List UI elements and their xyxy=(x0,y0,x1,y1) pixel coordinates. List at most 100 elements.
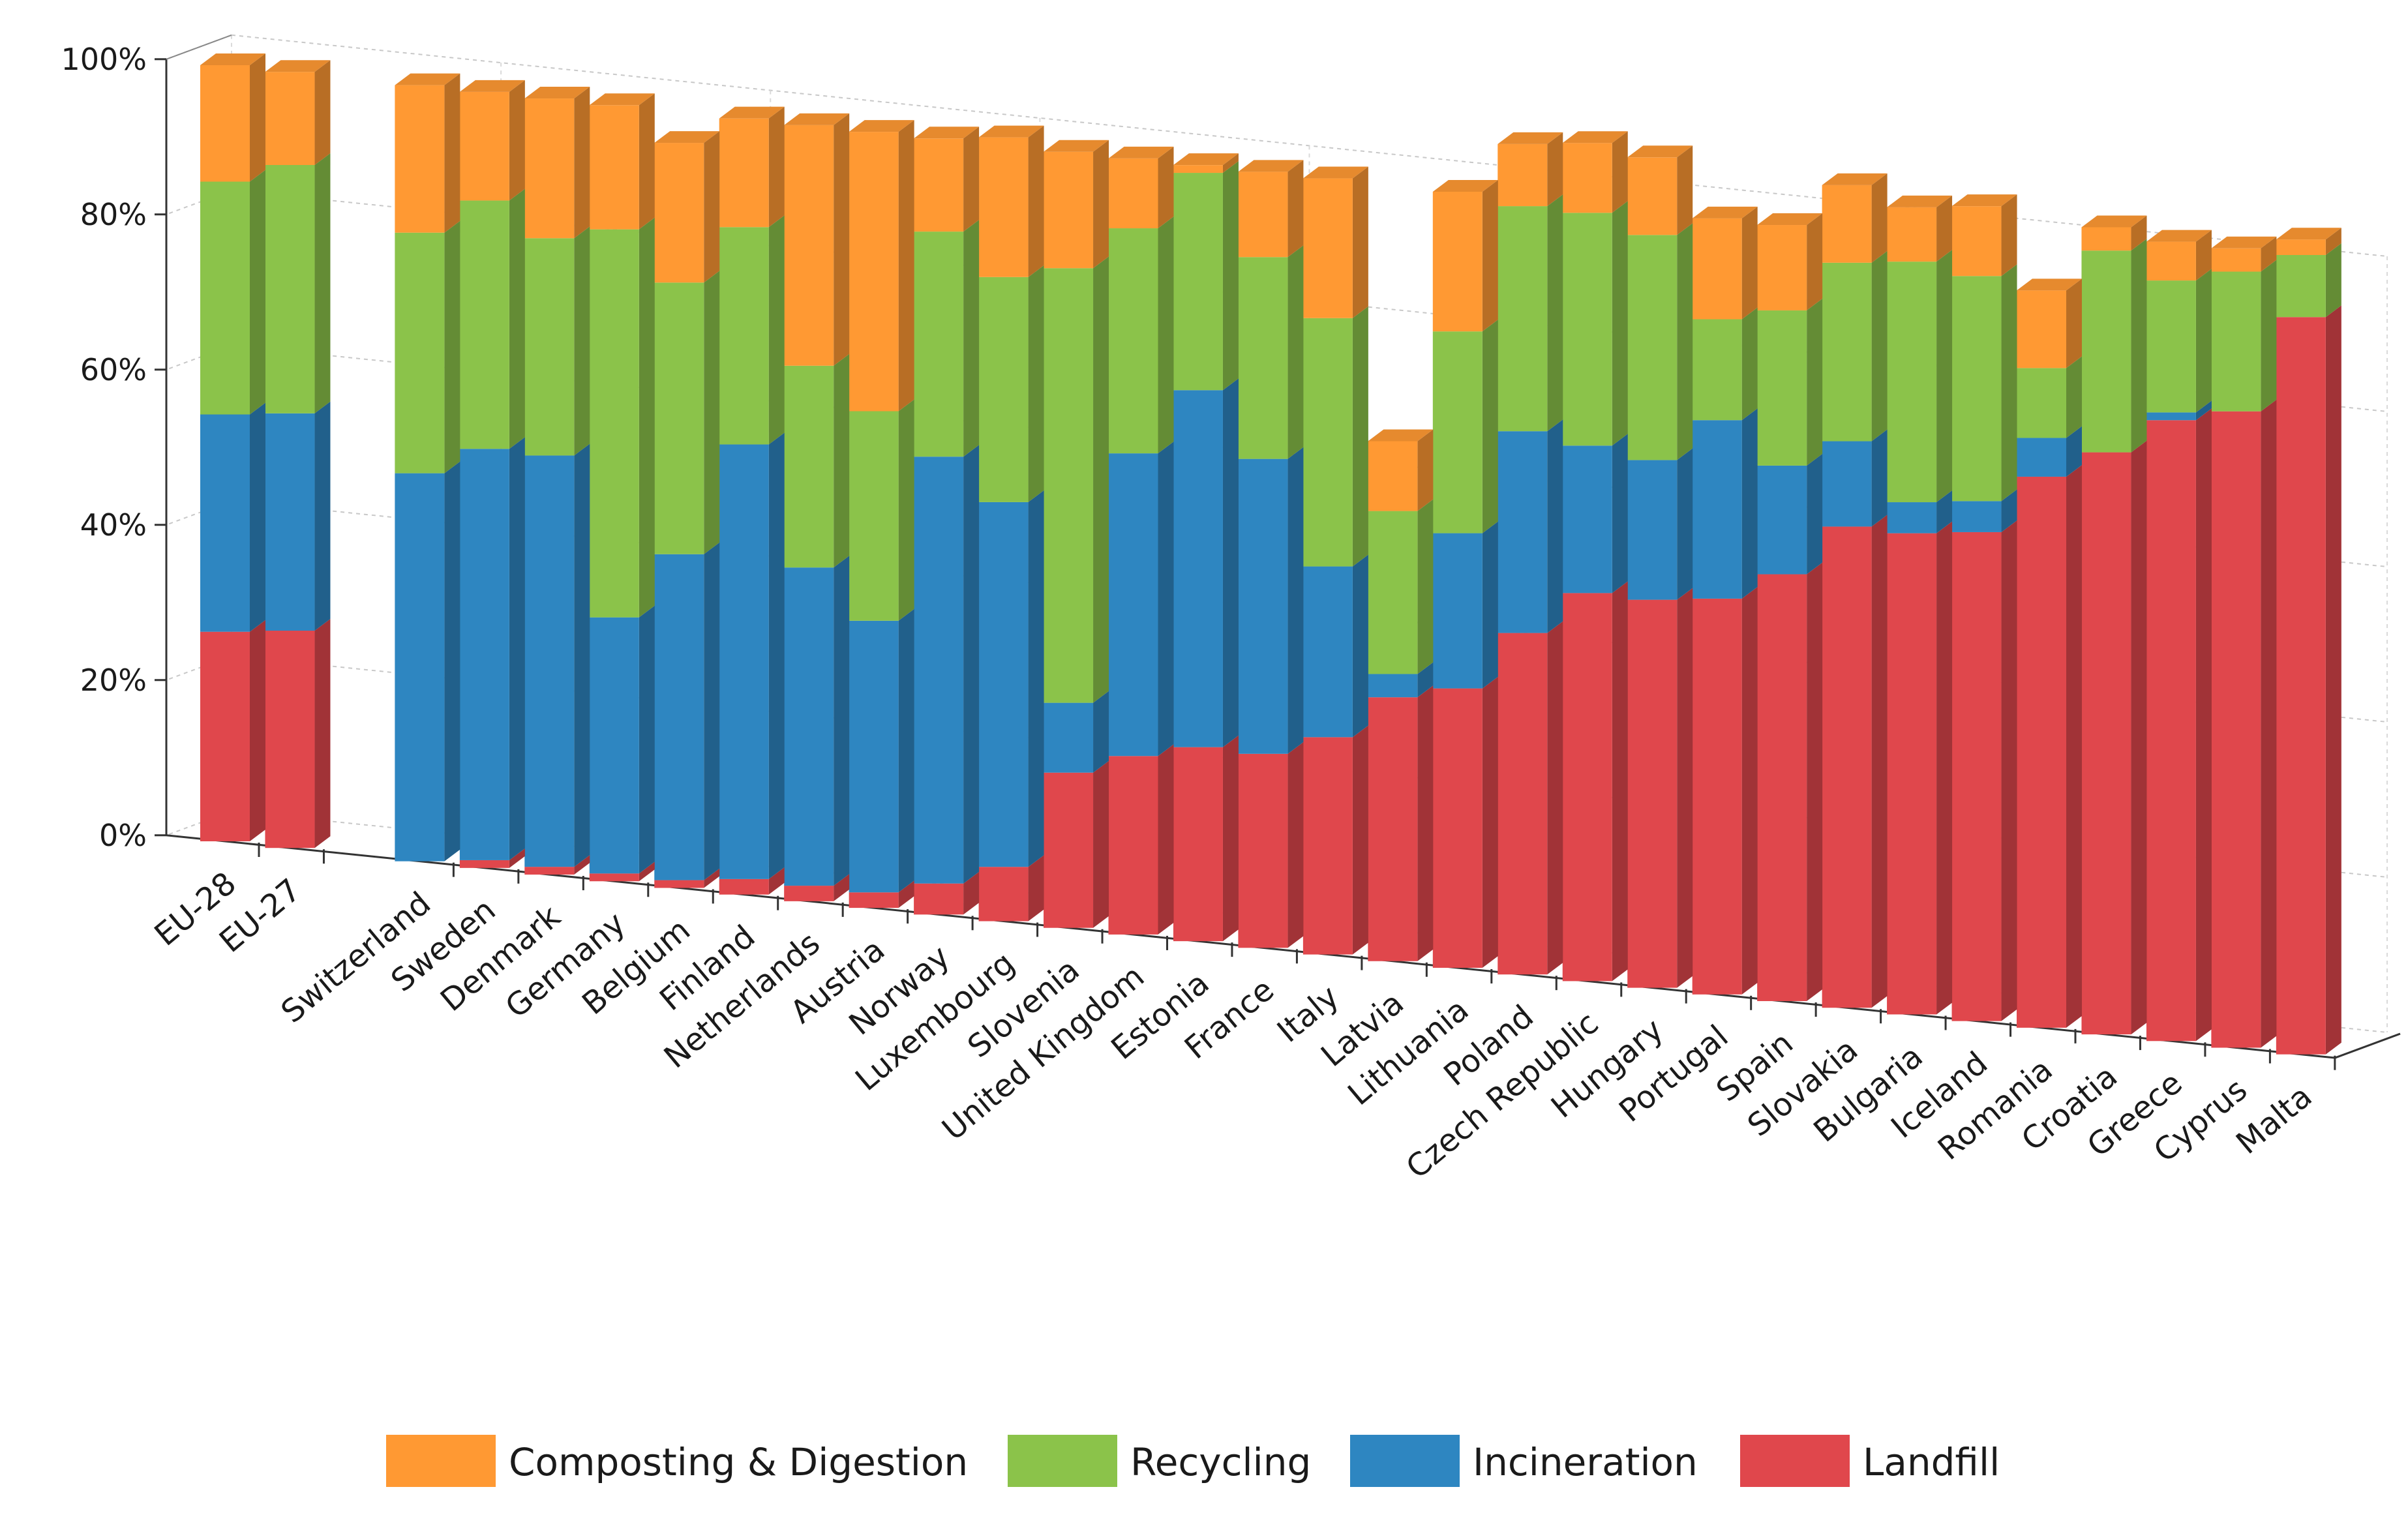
bar-top xyxy=(2276,228,2341,240)
bar-segment-incineration xyxy=(784,567,834,886)
bar-segment-recycling xyxy=(2211,271,2261,412)
bar-side-incineration xyxy=(704,542,720,880)
bar-segment-recycling xyxy=(1822,262,1872,442)
bar-side-composting xyxy=(704,131,720,283)
bar-segment-composting xyxy=(1757,225,1807,310)
bar-side-landfill xyxy=(1612,581,1628,982)
bar-segment-recycling xyxy=(1368,511,1418,674)
bar-side-incineration xyxy=(1547,419,1563,633)
bar-side-recycling xyxy=(834,353,850,568)
bar-segment-recycling xyxy=(784,365,834,568)
bar-side-incineration xyxy=(1741,408,1758,599)
bar-segment-composting xyxy=(2146,241,2196,281)
bar-side-landfill xyxy=(1871,515,1888,1008)
bar-top xyxy=(2081,215,2147,228)
bar-segment-landfill xyxy=(2081,452,2131,1035)
bar-segment-recycling xyxy=(395,232,445,473)
bar-segment-recycling xyxy=(1238,257,1288,459)
bar-side-composting xyxy=(509,80,525,201)
bar-side-incineration xyxy=(1807,453,1823,575)
bar-side-incineration xyxy=(2066,426,2082,477)
bar-side-incineration xyxy=(444,461,460,862)
bar-segment-incineration xyxy=(1887,502,1937,533)
y-tick-label: 0% xyxy=(99,818,147,853)
y-tick-label: 80% xyxy=(80,197,147,232)
bar-segment-incineration xyxy=(395,473,445,862)
bar-segment-incineration xyxy=(1238,458,1288,754)
bar-side-landfill xyxy=(1741,586,1758,995)
y-tick-label: 40% xyxy=(80,507,147,543)
legend-swatch-composting xyxy=(386,1435,496,1487)
bar-side-landfill xyxy=(963,871,980,915)
bar-side-landfill xyxy=(1158,744,1174,935)
bar-side-landfill xyxy=(2325,305,2341,1055)
bar-side-recycling xyxy=(898,399,914,621)
bar-side-incineration xyxy=(1417,662,1434,698)
bar-segment-incineration xyxy=(1108,453,1158,757)
bar-segment-composting xyxy=(2081,227,2131,251)
bar-segment-landfill xyxy=(719,878,769,895)
bar-top xyxy=(1108,146,1174,158)
bar-segment-recycling xyxy=(2276,255,2326,318)
bar-segment-landfill xyxy=(849,892,899,908)
bar-segment-landfill xyxy=(1432,688,1482,968)
bar-side-composting xyxy=(1417,429,1434,511)
bar-segment-incineration xyxy=(265,413,315,631)
legend-label-landfill: Landfill xyxy=(1863,1440,2000,1484)
legend-label-recycling: Recycling xyxy=(1130,1440,1311,1484)
bar-segment-recycling xyxy=(2081,250,2131,453)
bar-top xyxy=(2211,236,2277,248)
bar-side-incineration xyxy=(1222,378,1239,747)
bar-segment-incineration xyxy=(1627,460,1678,600)
bar-segment-landfill xyxy=(1887,533,1937,1015)
bar-side-landfill xyxy=(2261,399,2277,1048)
bar-side-composting xyxy=(1677,145,1693,235)
bar-side-recycling xyxy=(2325,243,2341,318)
bar-segment-composting xyxy=(654,143,704,283)
bar-side-composting xyxy=(2261,236,2277,272)
bar-side-landfill xyxy=(574,855,590,875)
bar-segment-landfill xyxy=(1044,772,1094,928)
bar-side-composting xyxy=(834,113,850,366)
bar-segment-incineration xyxy=(589,617,639,874)
bar-side-incineration xyxy=(1936,490,1953,533)
bar-side-landfill xyxy=(1287,742,1304,948)
bar-segment-incineration xyxy=(1951,501,2002,532)
bar-segment-incineration xyxy=(1173,390,1223,747)
legend-label-incineration: Incineration xyxy=(1473,1440,1698,1484)
depth-edge xyxy=(166,34,232,60)
bar-segment-landfill xyxy=(1497,633,1548,975)
y-tick-label: 100% xyxy=(61,42,147,77)
bar-segment-composting xyxy=(1432,191,1482,332)
bar-side-recycling xyxy=(2131,239,2147,453)
bar-segment-incineration xyxy=(1368,674,1418,698)
bar-segment-composting xyxy=(784,125,834,366)
bar-side-composting xyxy=(1741,206,1758,320)
bar-segment-recycling xyxy=(1173,173,1223,391)
bar-side-composting xyxy=(2001,194,2017,277)
bar-segment-landfill xyxy=(1757,574,1807,1002)
bar-top xyxy=(1757,213,1823,226)
bar-segment-recycling xyxy=(524,238,575,456)
bar-segment-recycling xyxy=(1692,319,1742,421)
bar-segment-recycling xyxy=(2016,368,2066,438)
legend-swatch-recycling xyxy=(1008,1435,1117,1487)
bar-segment-incineration xyxy=(459,449,509,860)
bar-side-landfill xyxy=(834,874,850,901)
bar-side-landfill xyxy=(2131,440,2147,1035)
bar-side-incineration xyxy=(898,608,914,893)
bar-segment-incineration xyxy=(2146,412,2196,421)
bar-segment-composting xyxy=(849,132,899,412)
bar-segment-incineration xyxy=(1562,445,1612,593)
bar-segment-incineration xyxy=(1757,465,1807,575)
bar-segment-incineration xyxy=(200,414,250,632)
bar-top xyxy=(784,113,850,125)
bar-segment-recycling xyxy=(849,411,899,621)
depth-edge xyxy=(2334,1032,2401,1059)
bar-segment-landfill xyxy=(1238,753,1288,948)
bar-segment-composting xyxy=(1302,178,1353,318)
bar-side-composting xyxy=(250,53,265,182)
bar-segment-landfill xyxy=(1173,747,1223,942)
bar-top xyxy=(849,120,914,132)
bar-side-landfill xyxy=(768,867,785,895)
